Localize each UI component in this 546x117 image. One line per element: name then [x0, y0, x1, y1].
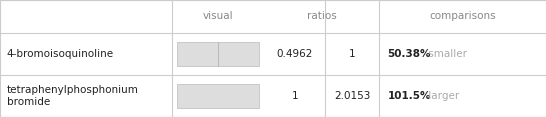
- Text: 101.5%: 101.5%: [388, 91, 431, 101]
- Text: larger: larger: [425, 91, 460, 101]
- FancyBboxPatch shape: [177, 84, 259, 108]
- Text: tetraphenylphosphonium
bromide: tetraphenylphosphonium bromide: [7, 85, 139, 107]
- Text: 1: 1: [292, 91, 298, 101]
- Text: comparisons: comparisons: [429, 11, 496, 21]
- Text: 1: 1: [349, 49, 355, 59]
- Text: 2.0153: 2.0153: [334, 91, 370, 101]
- FancyBboxPatch shape: [177, 42, 259, 66]
- Text: 50.38%: 50.38%: [388, 49, 431, 59]
- Text: ratios: ratios: [307, 11, 337, 21]
- Text: 0.4962: 0.4962: [277, 49, 313, 59]
- Text: visual: visual: [203, 11, 234, 21]
- Text: smaller: smaller: [425, 49, 467, 59]
- Text: 4-bromoisoquinoline: 4-bromoisoquinoline: [7, 49, 114, 59]
